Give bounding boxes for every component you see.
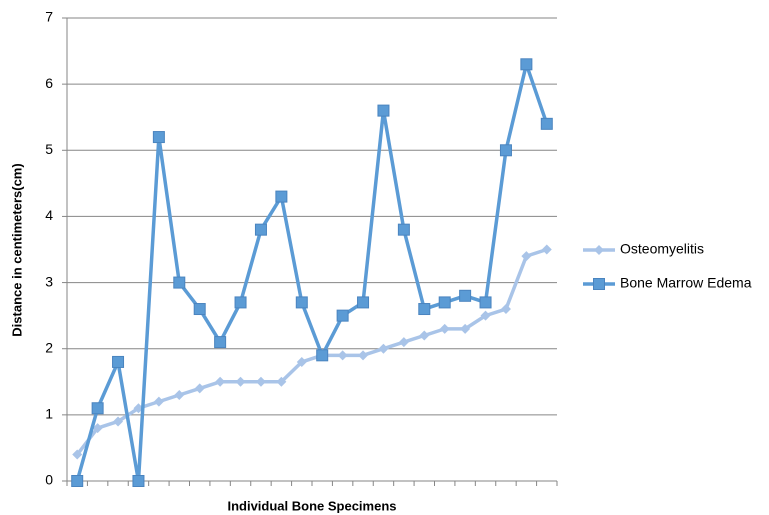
marker <box>337 350 348 361</box>
marker <box>459 289 472 302</box>
x-axis-label: Individual Bone Specimens <box>227 498 396 513</box>
marker <box>438 296 451 309</box>
marker <box>296 356 307 367</box>
marker <box>480 310 491 321</box>
series-line <box>75 62 549 483</box>
marker <box>398 337 409 348</box>
y-tick-label: 0 <box>45 472 53 488</box>
marker <box>500 304 511 315</box>
marker <box>194 383 205 394</box>
marker <box>521 251 532 262</box>
marker <box>358 350 369 361</box>
marker <box>174 390 185 401</box>
marker <box>418 303 431 316</box>
marker <box>173 276 186 289</box>
marker <box>214 336 227 349</box>
marker <box>71 475 84 487</box>
marker <box>419 330 430 341</box>
marker <box>132 475 145 487</box>
marker <box>234 296 247 309</box>
y-tick-label: 3 <box>45 273 53 289</box>
marker <box>215 376 226 387</box>
marker <box>193 303 206 316</box>
marker <box>397 223 410 236</box>
marker <box>541 244 552 255</box>
y-tick-label: 1 <box>45 406 53 422</box>
marker <box>336 309 349 322</box>
y-tick-label: 5 <box>45 141 53 157</box>
marker <box>479 296 492 309</box>
marker <box>275 190 288 203</box>
marker <box>316 349 329 362</box>
y-tick-label: 2 <box>45 339 53 355</box>
y-tick-label: 4 <box>45 207 53 223</box>
legend-marker <box>593 278 605 290</box>
marker <box>91 402 104 415</box>
marker <box>357 296 370 309</box>
marker <box>152 131 165 144</box>
legend-marker <box>594 245 604 255</box>
y-tick-label: 7 <box>45 9 53 25</box>
marker <box>460 323 471 334</box>
marker <box>499 144 512 157</box>
marker <box>235 376 246 387</box>
marker <box>378 343 389 354</box>
legend-label: Osteomyelitis <box>620 241 704 257</box>
marker <box>520 58 533 71</box>
marker <box>254 223 267 236</box>
legend-label: Bone Marrow Edema <box>620 275 752 291</box>
marker <box>72 449 83 460</box>
marker <box>377 104 390 117</box>
marker <box>255 376 266 387</box>
marker <box>439 323 450 334</box>
marker <box>540 117 553 130</box>
marker <box>112 355 125 368</box>
marker <box>276 376 287 387</box>
marker <box>153 396 164 407</box>
marker <box>113 416 124 427</box>
y-tick-label: 6 <box>45 75 53 91</box>
y-axis-label: Distance in centimeters(cm) <box>9 163 24 336</box>
marker <box>295 296 308 309</box>
marker <box>92 423 103 434</box>
